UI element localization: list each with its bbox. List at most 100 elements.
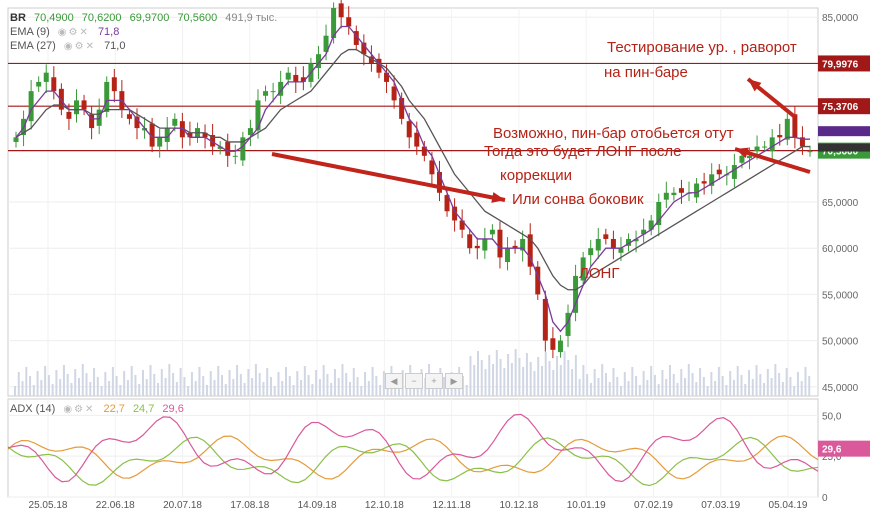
- open-value: 70,4900: [33, 12, 74, 24]
- chart-nav-buttons[interactable]: ◀ − + ▶: [385, 373, 463, 389]
- y-tick-label: 60,0000: [822, 244, 859, 255]
- volume-bar: [168, 364, 171, 396]
- volume-bar: [571, 369, 574, 396]
- volume-bar: [578, 379, 581, 396]
- candle: [278, 70, 284, 105]
- adx-badge-label: 29,6: [822, 445, 842, 456]
- zoom-out-icon[interactable]: −: [405, 373, 423, 389]
- volume-bar: [808, 376, 811, 396]
- volume-bar: [236, 365, 239, 396]
- volume-bar: [307, 375, 310, 396]
- candle: [603, 228, 609, 245]
- settings-icon[interactable]: ◉⚙✕: [63, 41, 96, 52]
- candle: [474, 237, 480, 260]
- ema27-legend[interactable]: EMA (27) ◉⚙✕ 71,0: [10, 40, 130, 52]
- volume-bar: [258, 373, 261, 396]
- volume-bar: [29, 376, 32, 396]
- volume-bar: [668, 365, 671, 396]
- arrow-pinbar: [734, 147, 811, 174]
- ema9-legend[interactable]: EMA (9) ◉⚙✕ 71,8: [10, 26, 124, 38]
- ema9-badge: [818, 126, 870, 137]
- candle: [353, 25, 359, 51]
- candle: [807, 145, 813, 157]
- settings-icon[interactable]: ◉⚙✕: [57, 27, 90, 38]
- volume-bar: [476, 351, 479, 396]
- candle-body: [172, 118, 178, 126]
- adx-line-2: [7, 436, 819, 487]
- settings-icon[interactable]: ◉⚙✕: [63, 404, 96, 415]
- level-badge: [818, 55, 870, 72]
- adx-legend[interactable]: ADX (14) ◉⚙✕ 22,7 24,7 29,6: [10, 403, 189, 415]
- candle: [671, 187, 677, 201]
- candle-body: [520, 238, 526, 251]
- y-tick-label: 50,0000: [822, 337, 859, 348]
- volume-bar: [375, 376, 378, 396]
- candle-body: [157, 137, 163, 147]
- volume-bar: [141, 370, 144, 396]
- candle: [399, 92, 405, 125]
- volume-bar: [205, 385, 208, 396]
- volume-bar: [484, 369, 487, 396]
- candle: [565, 304, 571, 348]
- volume-bar: [382, 371, 385, 396]
- volume-bar: [303, 366, 306, 396]
- scroll-right-icon[interactable]: ▶: [445, 373, 463, 389]
- candle: [497, 221, 503, 269]
- candle: [588, 239, 594, 267]
- candle: [550, 327, 556, 359]
- volume-bar: [612, 368, 615, 396]
- candle-body: [263, 91, 269, 96]
- candle-body: [588, 248, 594, 256]
- volume-bar: [638, 385, 641, 396]
- volume-bar: [228, 370, 231, 396]
- volume-bar: [473, 365, 476, 396]
- candle-body: [641, 229, 647, 235]
- candle-body: [315, 54, 321, 69]
- candle-body: [376, 58, 382, 73]
- candle-body: [353, 31, 359, 45]
- zoom-in-icon[interactable]: +: [425, 373, 443, 389]
- volume-bar: [85, 373, 88, 396]
- candle-body: [58, 88, 64, 110]
- candle-body: [459, 220, 465, 230]
- candle-body: [792, 114, 798, 138]
- candle-body: [217, 146, 223, 149]
- candle: [134, 108, 140, 140]
- candle-body: [626, 238, 632, 246]
- volume-bar: [239, 374, 242, 396]
- candle: [641, 218, 647, 243]
- volume-bar: [567, 360, 570, 396]
- ema27-line: [15, 48, 810, 291]
- volume-bar: [145, 379, 148, 396]
- volume-bar: [356, 377, 359, 396]
- close-value: 70,5600: [177, 12, 218, 24]
- candle: [270, 82, 276, 103]
- candle: [792, 105, 798, 149]
- volume-bar: [130, 366, 133, 396]
- ema27-name: EMA (27): [10, 40, 56, 52]
- candle-body: [126, 114, 132, 119]
- y-tick-label: 85,0000: [822, 13, 859, 24]
- candle-body: [489, 229, 495, 235]
- adx-name: ADX (14): [10, 403, 56, 415]
- candle: [489, 224, 495, 240]
- volume-bar: [740, 375, 743, 396]
- candle: [187, 121, 193, 146]
- volume-bar: [21, 381, 24, 396]
- volume-bar: [796, 372, 799, 396]
- volume-bar: [563, 351, 566, 396]
- volume-bar: [691, 373, 694, 396]
- candle-body: [66, 111, 72, 119]
- volume-bar: [514, 349, 517, 396]
- candle-body: [769, 137, 775, 152]
- volume-bar: [559, 365, 562, 396]
- candle-body: [202, 132, 208, 138]
- volume-bar: [574, 355, 577, 396]
- volume-bar: [443, 377, 446, 396]
- volume-bar: [533, 371, 536, 396]
- volume-bar: [115, 376, 118, 396]
- arrow-sideways: [271, 152, 506, 203]
- scroll-left-icon[interactable]: ◀: [385, 373, 403, 389]
